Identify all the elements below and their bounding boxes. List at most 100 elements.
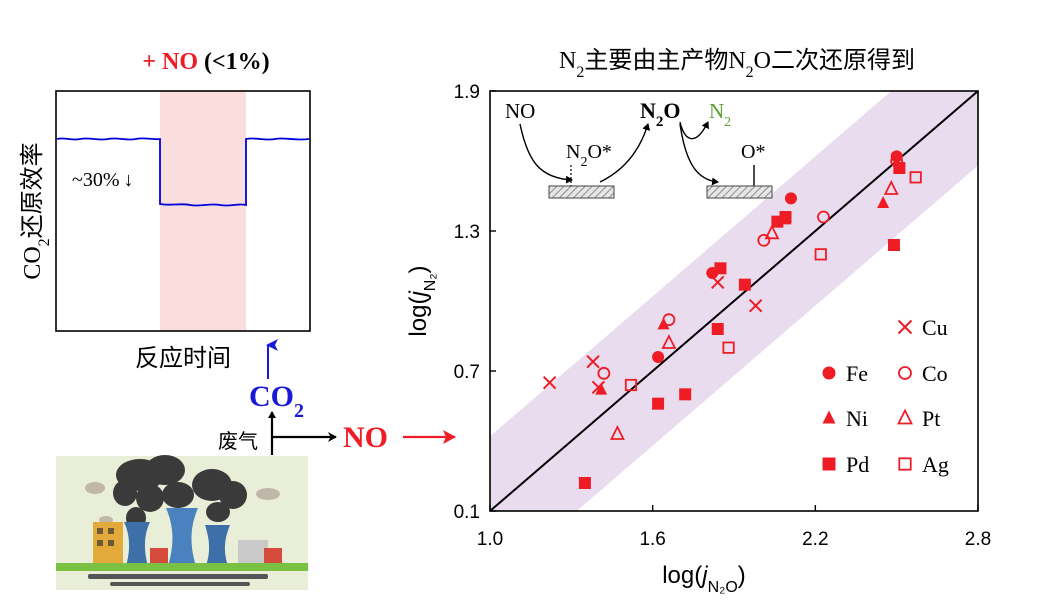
cross-stroke: [748, 298, 763, 313]
ylabel-j: j: [405, 291, 432, 300]
highlight-region: [160, 91, 246, 331]
exhaust-label: 废气: [218, 430, 258, 453]
left-plot-frame: [55, 90, 311, 332]
xlabel-sub: N₂O: [708, 579, 738, 596]
point-pt: [609, 424, 625, 440]
mech-n2: N2: [709, 99, 731, 130]
y-label-sub: 2: [36, 238, 53, 246]
point-cu: [542, 375, 557, 390]
cross-stroke: [897, 319, 913, 335]
mechanism-inset: NO N2O* N2O N2 O*: [505, 98, 773, 199]
point-cu: [586, 354, 600, 369]
point-co: [597, 366, 611, 380]
n2o-star-n: N: [566, 141, 580, 163]
cross-stroke: [542, 375, 557, 390]
point-fe: [652, 351, 665, 363]
legend-marker-co: [898, 366, 912, 380]
axes: 1.0 1.6 2.2 2.8 0.1 0.7 1.3 1.9: [454, 82, 992, 550]
point-pd: [578, 477, 591, 489]
point-pd: [893, 162, 906, 174]
legend-marker-pt: [897, 408, 913, 425]
y-tick-label: 1.3: [454, 222, 480, 243]
efficiency-trace: [56, 137, 310, 207]
ylabel-pre: log(: [405, 297, 432, 337]
title-mid: 主要由主产物N: [584, 47, 745, 74]
left-title-paren: (<1%): [204, 49, 270, 75]
diagonal-line: [489, 90, 979, 512]
point-pt: [764, 224, 780, 240]
n2o-star-sub: 2: [580, 155, 587, 170]
y-label-rest: 还原效率: [19, 142, 46, 238]
cooling-tower-icon-2: [166, 508, 198, 566]
no-flow-label: NO: [343, 421, 388, 454]
xlabel-j: j: [699, 562, 708, 589]
legend: Cu Fe Co Ni Pt Pd Ag: [822, 315, 949, 477]
legend-label-pt: Pt: [922, 406, 940, 431]
smoke-cloud-icon: [113, 455, 247, 529]
title-sub2: 2: [746, 64, 754, 81]
catalyst-surface-1: [548, 185, 615, 199]
n2-n: N: [709, 99, 724, 123]
y-label-co: CO: [20, 246, 46, 279]
cooling-tower-icon-3: [205, 525, 230, 566]
n2o-bold-n: N: [640, 98, 656, 123]
mech-arrow-no-to-surface: [519, 123, 573, 184]
cross-stroke: [711, 275, 725, 290]
right-title: N2主要由主产物N2O二次还原得到: [559, 47, 915, 81]
mech-arrow-desorb: [599, 123, 651, 183]
point-cu: [748, 298, 763, 313]
cooling-tower-icon: [124, 522, 150, 566]
ylabel-sub: N₂: [422, 273, 439, 291]
left-title: + NO (<1%): [142, 49, 269, 75]
co2-label: CO2: [249, 380, 304, 422]
point-co: [817, 210, 830, 224]
legend-label-pd: Pd: [846, 452, 869, 477]
legend-marker-ni: [822, 410, 836, 424]
ylabel-post: ): [405, 265, 432, 273]
drop-value: ~30%: [72, 169, 119, 191]
legend-marker-cu: [897, 319, 913, 335]
x-tick-label: 2.2: [802, 529, 828, 550]
plot-frame: [489, 90, 979, 512]
left-x-label: 反应时间: [135, 345, 231, 372]
scatter-plot: 1.0 1.6 2.2 2.8 0.1 0.7 1.3 1.9 Cu Fe Co Ni Pt Pd Ag: [454, 82, 992, 550]
point-pd: [779, 211, 792, 223]
y-axis-label: log(jN₂): [405, 265, 439, 336]
point-co: [757, 233, 771, 247]
right-panel: N2主要由主产物N2O二次还原得到 1.0 1.6 2.2 2.80.10.71.31…: [405, 47, 991, 596]
point-fe: [784, 192, 797, 205]
point-pt: [883, 179, 899, 195]
point-ni: [877, 196, 890, 208]
title-end: O二次还原得到: [754, 47, 915, 74]
point-pd: [652, 397, 665, 410]
mech-n2o-bold: N2O: [640, 98, 681, 130]
xlabel-post: ): [738, 562, 746, 589]
y-tick-label: 1.9: [454, 82, 480, 103]
drop-annotation: ~30% ↓: [72, 169, 133, 191]
left-title-plus-no: + NO: [142, 49, 198, 75]
n2o-bold-sub: 2: [656, 114, 664, 130]
left-panel: + NO (<1%) ~30% ↓ CO2还原效率 反应时间: [19, 49, 311, 372]
legend-label-co: Co: [922, 361, 948, 386]
n2o-bold-o: O: [663, 98, 680, 123]
mech-arrow-to-n2: [679, 121, 709, 140]
factory-illustration: [56, 455, 308, 590]
y-tick-label: 0.7: [454, 362, 480, 383]
legend-marker-ag: [898, 457, 912, 471]
x-axis-label: log(jN₂O): [662, 562, 746, 596]
mech-arrow-to-surface-2: [679, 123, 719, 186]
xlabel-pre: log(: [662, 562, 702, 589]
point-ag: [624, 378, 638, 392]
legend-label-cu: Cu: [922, 315, 948, 340]
x-tick-label: 1.0: [477, 529, 503, 550]
y-tick-label: 0.1: [454, 502, 480, 523]
down-arrow-icon: ↓: [123, 169, 133, 191]
title-sub: 2: [576, 64, 584, 81]
legend-label-ag: Ag: [922, 452, 949, 477]
data-markers: [542, 150, 922, 489]
n2o-star-o: O*: [587, 141, 611, 163]
point-pd: [679, 388, 692, 401]
point-ag: [722, 341, 735, 354]
flow-diagram: CO2 废气 NO: [56, 339, 456, 590]
